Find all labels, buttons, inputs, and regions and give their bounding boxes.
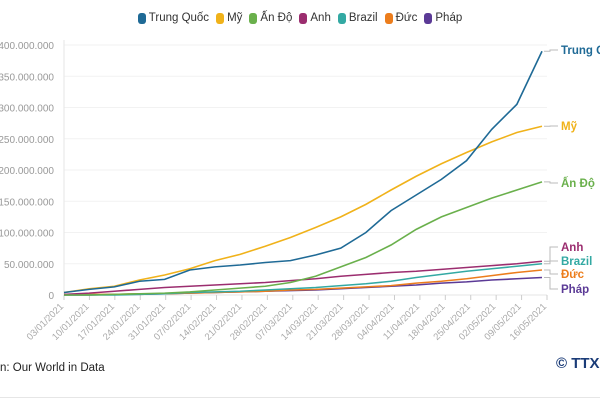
legend-swatch <box>337 12 346 24</box>
source-note: n: Our World in Data <box>0 362 105 374</box>
legend-swatch <box>216 12 225 24</box>
legend-item[interactable]: Đức <box>384 12 418 24</box>
series-end-label: Brazil <box>561 256 592 268</box>
series-end-label: Anh <box>561 242 583 254</box>
label-connector <box>544 181 558 184</box>
label-connector <box>544 49 558 52</box>
series-end-label: Mỹ <box>561 121 578 133</box>
series-line <box>63 50 543 294</box>
y-tick-label: 200.000.000 <box>0 166 54 177</box>
legend-label: Brazil <box>348 12 378 24</box>
legend-label: Pháp <box>435 12 463 24</box>
label-connector <box>544 277 558 290</box>
legend-swatch <box>137 12 146 24</box>
legend-label: Trung Quốc <box>148 12 210 24</box>
label-connector <box>544 269 558 275</box>
legend-swatch <box>299 12 308 24</box>
legend-swatch <box>384 12 393 24</box>
label-connector <box>544 260 558 265</box>
legend-item[interactable]: Mỹ <box>216 12 242 24</box>
legend-item[interactable]: Anh <box>299 12 331 24</box>
legend-label: Ấn Độ <box>260 12 293 24</box>
label-connector <box>544 246 558 262</box>
legend-label: Đức <box>395 12 418 24</box>
ttxvn-logo: © TTX <box>556 355 600 372</box>
series-line <box>63 125 543 294</box>
y-tick-label: 50.000.000 <box>4 260 54 271</box>
legend-label: Mỹ <box>227 12 243 24</box>
divider <box>0 397 600 398</box>
y-tick-label: 250.000.000 <box>0 135 54 146</box>
legend-label: Anh <box>310 12 331 24</box>
series-end-label: Đức <box>561 269 585 281</box>
y-tick-label: 400.000.000 <box>0 41 54 52</box>
legend-swatch <box>424 12 433 24</box>
legend-item[interactable]: Pháp <box>424 12 462 24</box>
y-tick-label: 300.000.000 <box>0 104 54 115</box>
series-end-label: Pháp <box>561 284 589 296</box>
legend-item[interactable]: Brazil <box>337 12 378 24</box>
y-tick-label: 350.000.000 <box>0 72 54 83</box>
series-end-label: Ấn Độ <box>561 177 595 190</box>
chart-legend: Trung Quốc Mỹ Ấn Độ Anh Brazil Đức Pháp <box>0 12 600 24</box>
series-line <box>64 181 543 296</box>
series-end-label: Trung Quốc <box>561 45 600 57</box>
y-tick-label: 150.000.000 <box>0 197 54 208</box>
legend-item[interactable]: Trung Quốc <box>137 12 210 24</box>
y-tick-label: 100.000.000 <box>0 229 54 240</box>
y-tick-label: 0 <box>48 291 54 302</box>
legend-swatch <box>249 12 258 24</box>
legend-item[interactable]: Ấn Độ <box>249 12 292 24</box>
